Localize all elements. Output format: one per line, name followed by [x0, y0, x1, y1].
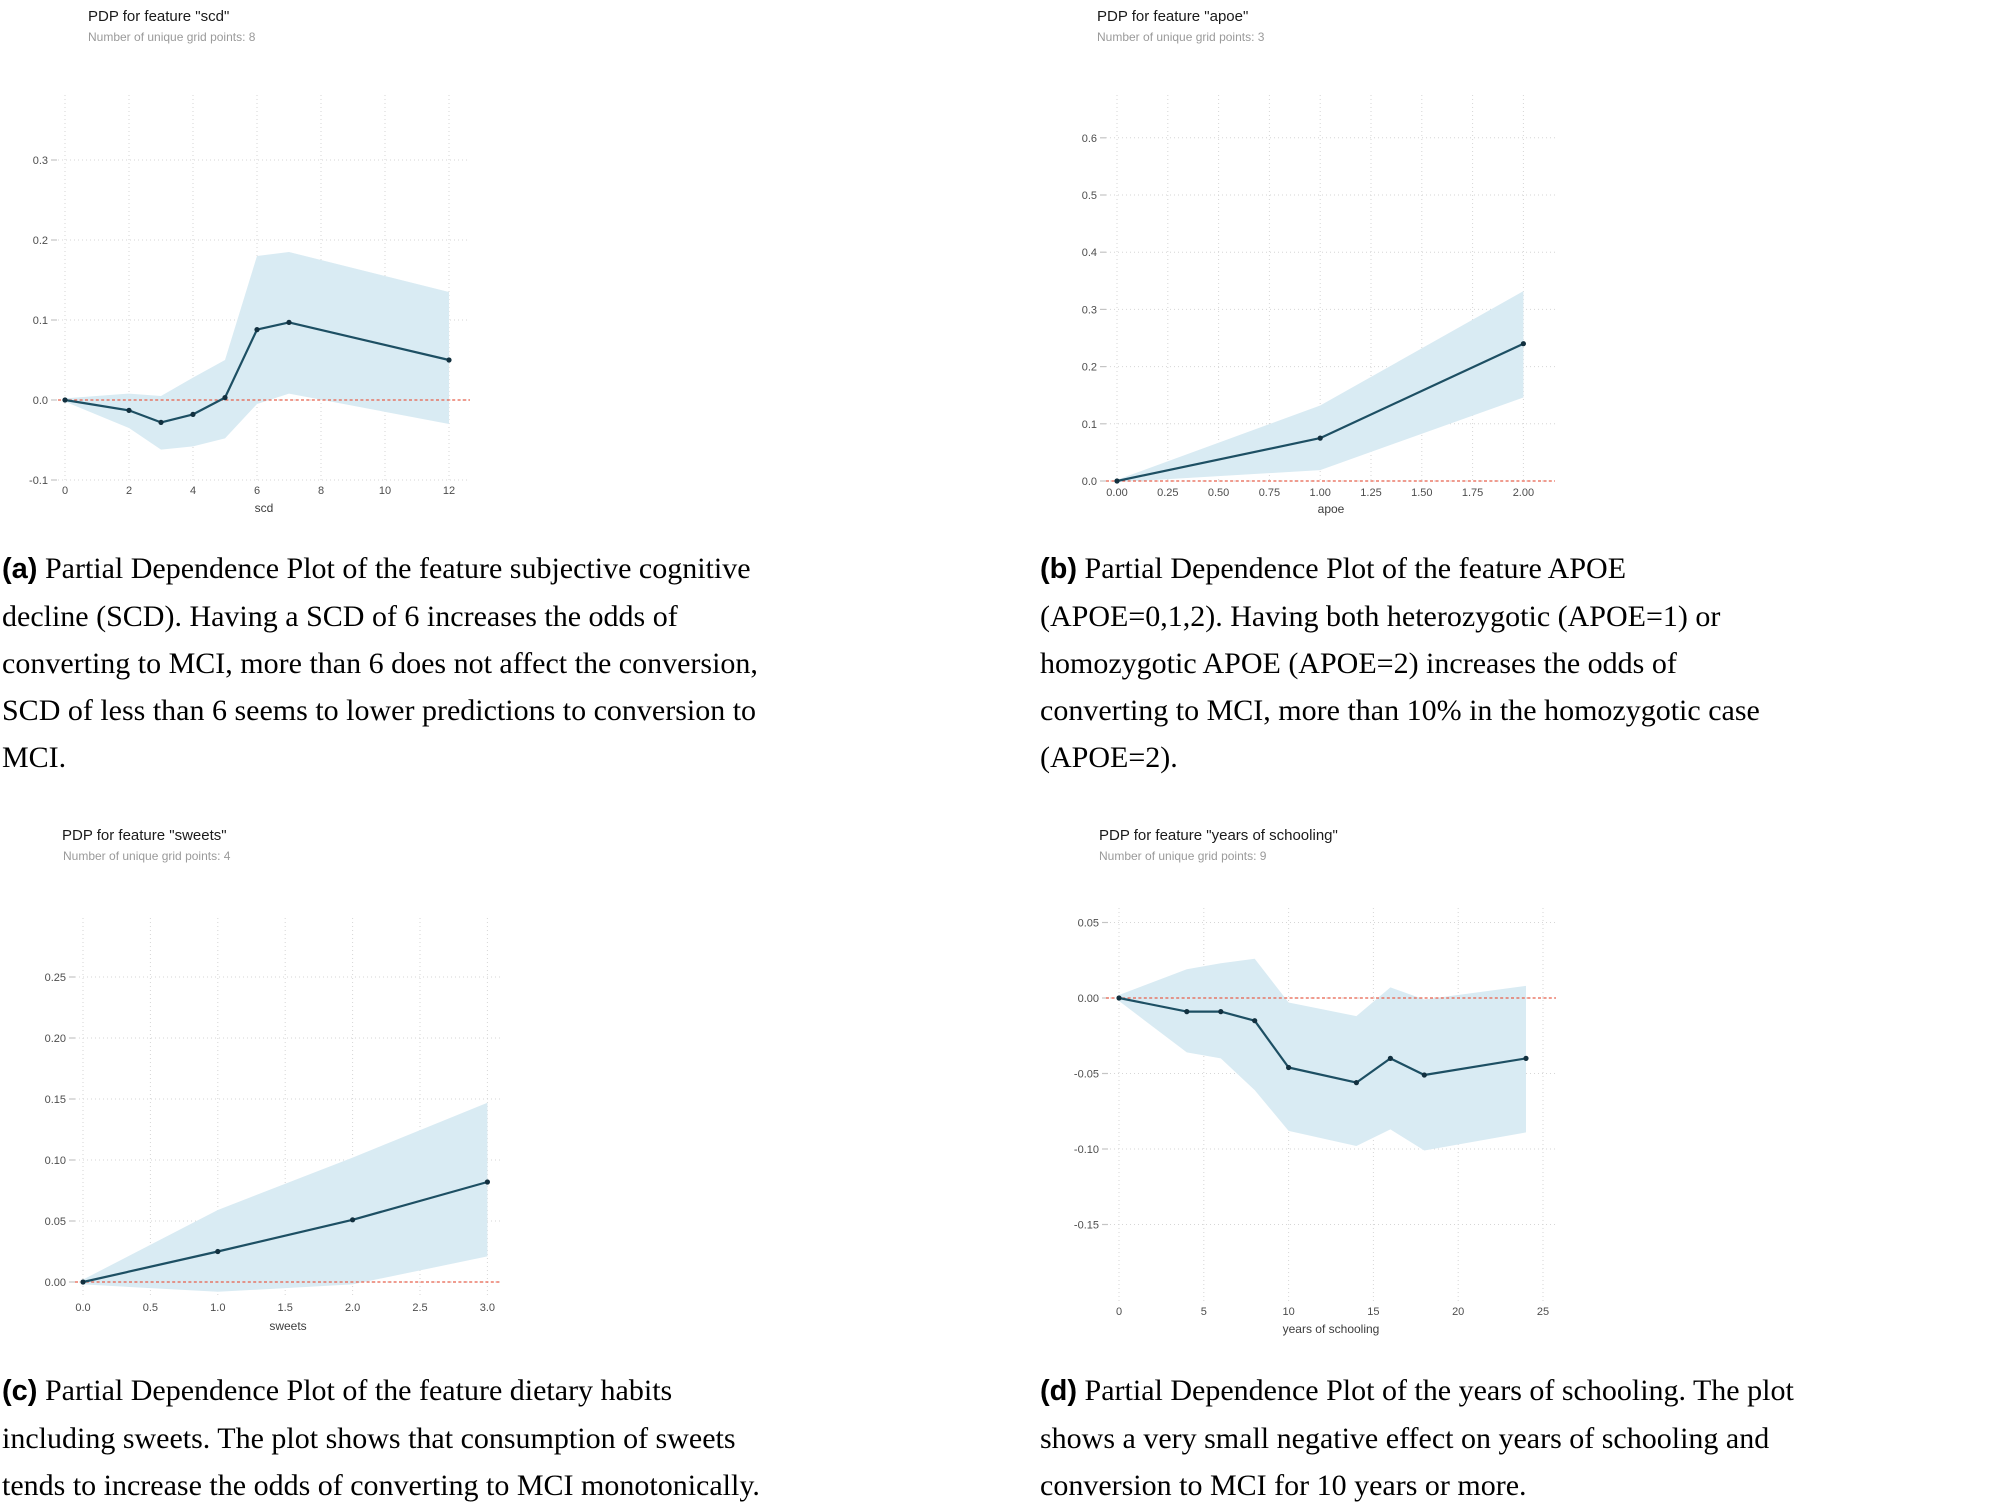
svg-text:2.5: 2.5 [412, 1302, 427, 1314]
svg-text:0.1: 0.1 [1082, 419, 1097, 431]
caption-b-text: Partial Dependence Plot of the feature A… [1040, 552, 1760, 774]
svg-text:1.5: 1.5 [278, 1302, 293, 1314]
svg-text:0: 0 [1116, 1306, 1122, 1318]
svg-text:0.4: 0.4 [1082, 247, 1097, 259]
chart-title-sweets: PDP for feature "sweets" [62, 827, 227, 844]
svg-text:12: 12 [443, 485, 455, 497]
pdp-chart-sweets: 0.25 0.20 0.15 0.10 0.05 0.00 0.0 0.5 1.0 1.5 2.0 2… [45, 918, 500, 1333]
svg-text:8: 8 [318, 485, 324, 497]
svg-text:0.5: 0.5 [1082, 190, 1097, 202]
svg-text:1.50: 1.50 [1411, 487, 1432, 499]
svg-text:-0.05: -0.05 [1074, 1069, 1099, 1081]
svg-text:0.25: 0.25 [1157, 487, 1178, 499]
svg-text:0.0: 0.0 [33, 395, 48, 407]
pdp-panel-b: 0.6 0.5 0.4 0.3 0.2 0.1 0.0 0.00 0.25 0.50 0.75 1.0… [1003, 0, 2006, 545]
svg-text:-0.1: -0.1 [29, 475, 48, 487]
svg-text:0.50: 0.50 [1208, 487, 1229, 499]
svg-text:0: 0 [62, 485, 68, 497]
pdp-panel-c: 0.25 0.20 0.15 0.10 0.05 0.00 0.0 0.5 1.0 1.5 2.0 2… [0, 810, 1003, 1355]
pdp-chart-scd: 0.3 0.2 0.1 0.0 -0.1 0 2 4 6 8 10 12 scd [29, 95, 470, 515]
pdp-panel-a: 0.3 0.2 0.1 0.0 -0.1 0 2 4 6 8 10 12 scd PDP for fea… [0, 0, 1003, 545]
svg-text:20: 20 [1452, 1306, 1464, 1318]
svg-text:0.5: 0.5 [143, 1302, 158, 1314]
chart-subtitle-apoe: Number of unique grid points: 3 [1097, 30, 1265, 44]
svg-text:2.0: 2.0 [345, 1302, 360, 1314]
caption-c: (c) Partial Dependence Plot of the featu… [2, 1367, 780, 1504]
svg-text:0.05: 0.05 [45, 1216, 66, 1228]
svg-text:1.00: 1.00 [1309, 487, 1330, 499]
svg-text:years of schooling: years of schooling [1283, 1322, 1380, 1336]
pdp-panel-d: 0.05 0.00 -0.05 -0.10 -0.15 0 5 10 15 20 25 years o… [1003, 810, 2006, 1355]
chart-subtitle-scd: Number of unique grid points: 8 [88, 30, 256, 44]
caption-b-label: (b) [1040, 553, 1078, 585]
svg-text:0.10: 0.10 [45, 1155, 66, 1167]
caption-d: (d) Partial Dependence Plot of the years… [1040, 1367, 2005, 1504]
svg-text:0.75: 0.75 [1259, 487, 1280, 499]
svg-text:15: 15 [1367, 1306, 1379, 1318]
chart-title-schooling: PDP for feature "years of schooling" [1099, 827, 1338, 844]
svg-text:0.00: 0.00 [1078, 993, 1099, 1005]
caption-d-label: (d) [1040, 1375, 1078, 1407]
svg-text:0.00: 0.00 [1106, 487, 1127, 499]
svg-text:6: 6 [254, 485, 260, 497]
svg-text:0.00: 0.00 [45, 1277, 66, 1289]
svg-text:2.00: 2.00 [1513, 487, 1534, 499]
svg-text:1.25: 1.25 [1360, 487, 1381, 499]
svg-text:0.05: 0.05 [1078, 918, 1099, 930]
svg-text:0.3: 0.3 [1082, 304, 1097, 316]
svg-text:10: 10 [1282, 1306, 1294, 1318]
svg-text:0.3: 0.3 [33, 155, 48, 167]
caption-d-text: Partial Dependence Plot of the years of … [1040, 1374, 1794, 1502]
caption-a-label: (a) [2, 553, 38, 585]
chart-subtitle-schooling: Number of unique grid points: 9 [1099, 849, 1267, 863]
pdp-chart-apoe: 0.6 0.5 0.4 0.3 0.2 0.1 0.0 0.00 0.25 0.50 0.75 1.0… [1082, 95, 1555, 516]
svg-text:0.0: 0.0 [1082, 476, 1097, 488]
svg-text:0.15: 0.15 [45, 1094, 66, 1106]
svg-text:-0.10: -0.10 [1074, 1144, 1099, 1156]
chart-subtitle-sweets: Number of unique grid points: 4 [63, 849, 231, 863]
svg-text:0.2: 0.2 [1082, 362, 1097, 374]
svg-text:3.0: 3.0 [480, 1302, 495, 1314]
svg-text:0.25: 0.25 [45, 972, 66, 984]
svg-text:sweets: sweets [269, 1319, 306, 1333]
svg-text:0.1: 0.1 [33, 315, 48, 327]
pdp-chart-schooling: 0.05 0.00 -0.05 -0.10 -0.15 0 5 10 15 20 25 years o… [1074, 908, 1556, 1336]
svg-text:1.0: 1.0 [210, 1302, 225, 1314]
caption-a-text: Partial Dependence Plot of the feature s… [2, 552, 758, 774]
svg-text:1.75: 1.75 [1462, 487, 1483, 499]
caption-a: (a) Partial Dependence Plot of the featu… [2, 545, 780, 781]
svg-text:10: 10 [379, 485, 391, 497]
caption-c-text: Partial Dependence Plot of the feature d… [2, 1374, 760, 1502]
svg-text:scd: scd [255, 501, 274, 515]
svg-text:-0.15: -0.15 [1074, 1220, 1099, 1232]
svg-text:2: 2 [126, 485, 132, 497]
chart-title-scd: PDP for feature "scd" [88, 8, 230, 25]
caption-b: (b) Partial Dependence Plot of the featu… [1040, 545, 2002, 781]
svg-text:0.6: 0.6 [1082, 133, 1097, 145]
svg-text:25: 25 [1537, 1306, 1549, 1318]
svg-text:4: 4 [190, 485, 196, 497]
svg-text:0.20: 0.20 [45, 1033, 66, 1045]
chart-title-apoe: PDP for feature "apoe" [1097, 8, 1249, 25]
svg-text:0.0: 0.0 [75, 1302, 90, 1314]
svg-text:5: 5 [1201, 1306, 1207, 1318]
svg-text:0.2: 0.2 [33, 235, 48, 247]
caption-c-label: (c) [2, 1375, 38, 1407]
svg-text:apoe: apoe [1318, 502, 1345, 516]
